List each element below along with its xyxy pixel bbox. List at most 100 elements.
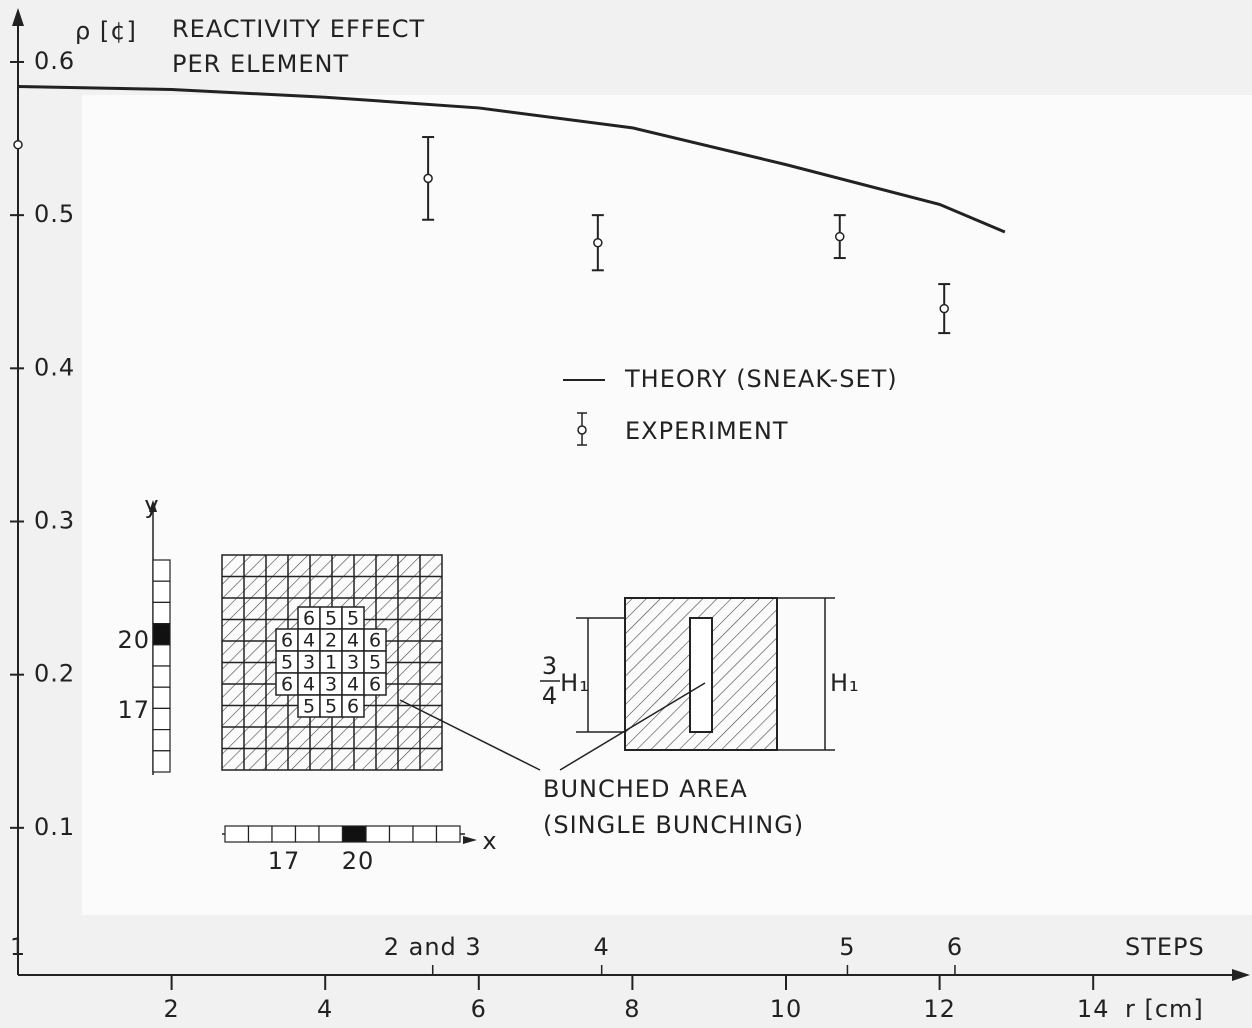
x-tick-label: 12 [923,995,956,1023]
inset-axis-label: x [482,827,497,855]
strip-cell [152,644,171,667]
x-axis-arrow [1232,969,1250,981]
cell-number: 4 [303,630,315,652]
y-axis-arrow [12,8,24,26]
theory-line [17,84,1006,234]
experiment-point [833,214,846,260]
numbered-cell [363,672,387,696]
cell-number: 4 [347,630,359,652]
cell-number: 3 [347,652,359,674]
x-axis-label: r [cm] [1125,995,1204,1023]
x-tick-label: 10 [770,995,803,1023]
cell-number: 5 [303,696,315,718]
strip-cell [341,825,367,843]
cell-number: 6 [303,608,315,630]
inset: y 20 17 x 17 20 3 4 H₁ H₁ BUNCHED AREA (… [117,491,860,875]
inset-label: 17 [268,847,301,875]
cell-number: 5 [281,652,293,674]
height-label: H₁ [830,669,860,697]
y-tick-label: 0.6 [34,47,75,75]
strip-cell [152,750,171,773]
cell-number: 5 [369,652,381,674]
leader [399,699,541,771]
leader [559,682,706,771]
strip-cell [152,728,171,752]
step-label: 1 [10,933,26,961]
numbered-cell [341,694,365,718]
experiment-point [938,283,951,335]
inset-label: 20 [117,626,150,654]
strip-cell [152,707,171,731]
strip-cell [152,665,171,688]
y-tick-label: 0.3 [34,506,75,534]
chart-title: PER ELEMENT [172,50,349,78]
step-label: 6 [947,933,963,961]
x-tick-label: 4 [317,995,333,1023]
y-tick-label: 0.4 [34,353,75,381]
inset-axis-label: y [144,491,159,519]
data-point [835,231,845,242]
data-point [593,237,603,248]
legend-label: EXPERIMENT [625,417,788,445]
legend-errorbar [577,412,587,446]
strip-cell [247,825,273,843]
data-point [939,303,949,314]
data-point [423,173,433,184]
strip-cell [152,580,171,604]
caption: (SINGLE BUNCHING) [543,811,804,839]
cell-number: 5 [347,608,359,630]
experiment-point [13,139,23,150]
strip-cell [152,686,171,710]
cell-number: 4 [347,674,359,696]
cell-number: 6 [281,630,293,652]
step-label: 2 and 3 [384,933,482,961]
height-label: H₁ [560,669,590,697]
strip-cell [365,825,391,843]
data-point [13,139,23,150]
strip-cell [294,825,320,843]
cell-number: 2 [325,630,337,652]
y-tick-label: 0.2 [34,660,75,688]
legend-label: THEORY (SNEAK-SET) [624,365,898,393]
cell-number: 3 [303,652,315,674]
plot-area [82,95,1252,915]
bunched-slot [689,617,713,733]
strip-cell [152,559,171,582]
strip-cell [152,622,171,646]
step-label: 4 [594,933,610,961]
x-tick-label: 2 [163,995,179,1023]
cell-number: 6 [281,674,293,696]
strip-cell [412,825,438,843]
fraction: 3 [542,652,558,680]
strip-cell [388,825,414,843]
fraction: 4 [542,682,558,710]
experiment-point [591,214,604,272]
x-tick-label: 8 [624,995,640,1023]
cell-number: 6 [369,674,381,696]
cell-number: 5 [325,696,337,718]
strip-cell [271,825,297,843]
strip-cell [435,825,461,843]
cell-number: 6 [369,630,381,652]
x-tick-label: 6 [471,995,487,1023]
inset-label: 20 [342,847,375,875]
y-axis-label: ρ [¢] [75,17,137,45]
cell-number: 1 [325,652,337,674]
caption: BUNCHED AREA [543,775,748,803]
x-tick-label: 14 [1077,995,1110,1023]
cell-number: 6 [347,696,359,718]
y-tick-label: 0.5 [34,200,75,228]
inset-label: 17 [117,696,150,724]
steps-title: STEPS [1125,933,1205,961]
strip-cell [318,825,344,843]
inset-arrow [149,500,157,512]
y-tick-label: 0.1 [34,813,75,841]
cell-number: 3 [325,674,337,696]
inset-arrow [463,836,477,844]
step-label: 5 [839,933,855,961]
cell-number: 5 [325,608,337,630]
strip-cell [224,825,250,843]
cell-number: 4 [303,674,315,696]
